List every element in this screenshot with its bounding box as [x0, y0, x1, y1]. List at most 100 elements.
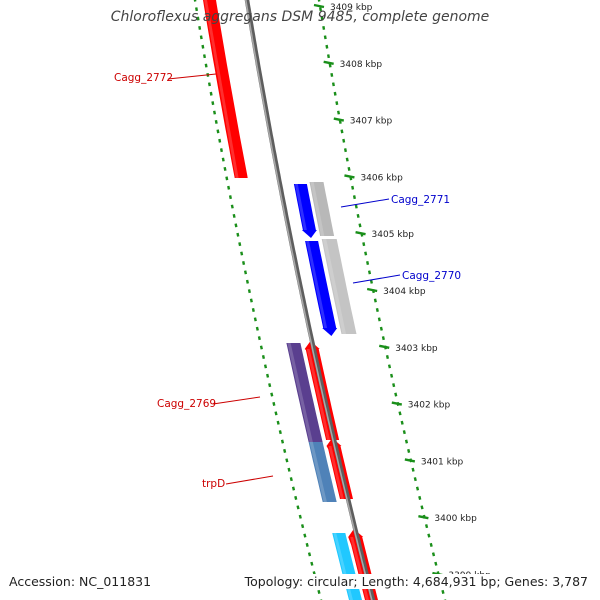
outer-dot: [398, 411, 402, 416]
inner-dot: [280, 439, 285, 444]
backbone-path: [244, 0, 376, 600]
outer-dot: [366, 260, 370, 265]
outer-dot: [367, 270, 372, 275]
feature-trpd: [308, 442, 337, 502]
outer-dot: [420, 505, 424, 510]
outer-dot: [441, 589, 445, 594]
inner-dot: [216, 129, 220, 134]
scale-tick: [355, 231, 366, 236]
outer-dot: [375, 307, 379, 312]
scale-tick-label: 3407 kbp: [350, 117, 393, 127]
leader-line: [212, 396, 261, 405]
inner-dot: [283, 448, 287, 453]
inner-dot: [291, 486, 296, 491]
gene-label: Cagg_2770: [402, 270, 461, 282]
inner-dot: [285, 458, 289, 463]
scale-tick-label: 3404 kbp: [383, 287, 426, 297]
outer-dot: [418, 495, 422, 500]
scale-tick-label: 3409 kbp: [330, 3, 373, 13]
outer-dot: [381, 336, 385, 341]
genome-summary-text: Topology: circular; Length: 4,684,931 bp…: [244, 574, 588, 589]
cds-cagg-2771: [293, 184, 317, 238]
inner-dot: [225, 176, 229, 181]
inner-dot: [228, 195, 232, 200]
outer-dot: [358, 223, 362, 228]
gene-label: trpD: [202, 478, 225, 490]
leader-line: [352, 274, 401, 284]
feature-gray-2771: [309, 182, 335, 236]
scale-tick: [333, 117, 345, 122]
inner-dot: [287, 467, 291, 472]
inner-dot: [278, 430, 282, 435]
inner-dot: [238, 242, 242, 247]
outer-dot: [364, 251, 368, 256]
outer-dot: [385, 354, 390, 359]
backbone-line: [244, 0, 376, 600]
inner-dot: [243, 270, 248, 275]
outer-dot: [331, 82, 335, 87]
inner-dot: [218, 138, 222, 143]
outer-dot: [328, 63, 332, 68]
scale-tick-label: 3408 kbp: [340, 60, 383, 70]
cds-red-2769-shade: [306, 349, 330, 440]
inner-dot: [204, 63, 208, 68]
outer-dot: [342, 138, 346, 143]
feature-gray-2770: [321, 239, 357, 334]
inner-dot: [214, 119, 218, 124]
outer-dot: [362, 242, 366, 247]
outer-dot: [347, 166, 351, 171]
inner-dot: [266, 373, 270, 378]
inner-dot: [201, 44, 205, 49]
inner-dot: [298, 514, 302, 519]
inner-dot: [268, 383, 272, 388]
inner-dot: [247, 289, 251, 294]
gene-label: Cagg_2769: [157, 398, 216, 410]
cds-cagg-2772-shade: [204, 0, 239, 178]
outer-dot: [351, 185, 355, 190]
inner-dot: [230, 204, 234, 209]
inner-dot: [276, 420, 280, 425]
inner-dot: [198, 25, 202, 30]
inner-dot: [232, 213, 236, 218]
feature-gray-2770-shade: [322, 239, 346, 334]
outer-scale-dotted-line: [317, 0, 447, 600]
backbone-highlight: [244, 0, 373, 600]
outer-dot: [340, 129, 344, 134]
outer-dot: [320, 16, 324, 21]
inner-dot: [255, 326, 259, 331]
scale-tick: [366, 287, 378, 293]
inner-dot: [296, 505, 300, 510]
inner-dot: [199, 35, 203, 40]
outer-dot: [330, 72, 334, 77]
leader-line: [340, 198, 390, 208]
scale-ticks: 3409 kbp 3408 kbp 3407 kbp 3406 kbp 3405 kbp…: [313, 3, 491, 581]
inner-dot: [317, 589, 321, 594]
inner-dot: [223, 166, 227, 171]
outer-dot: [377, 317, 381, 322]
inner-dot: [249, 298, 253, 303]
scale-tick: [391, 401, 403, 406]
inner-dot: [234, 223, 238, 228]
scale-tick-label: 3403 kbp: [395, 344, 438, 354]
outer-dot: [392, 383, 396, 388]
scale-tick-label: 3402 kbp: [408, 401, 451, 411]
outer-dot: [394, 392, 398, 397]
outer-dot: [427, 533, 431, 538]
scale-tick: [344, 174, 355, 179]
outer-dot: [424, 524, 429, 529]
inner-dot: [227, 185, 231, 190]
outer-dot: [373, 298, 377, 303]
outer-dot: [407, 448, 411, 453]
outer-dot: [387, 364, 392, 369]
outer-dot: [327, 54, 330, 59]
map-title: Chloroflexus aggregans DSM 9485, complet…: [110, 9, 490, 25]
inner-dot: [213, 110, 217, 115]
outer-dot: [356, 213, 360, 218]
inner-dot: [195, 7, 198, 12]
outer-dot: [322, 25, 326, 30]
inner-dot: [289, 477, 293, 482]
inner-dot: [242, 260, 246, 265]
inner-dot: [236, 232, 240, 237]
inner-dot: [196, 16, 200, 21]
